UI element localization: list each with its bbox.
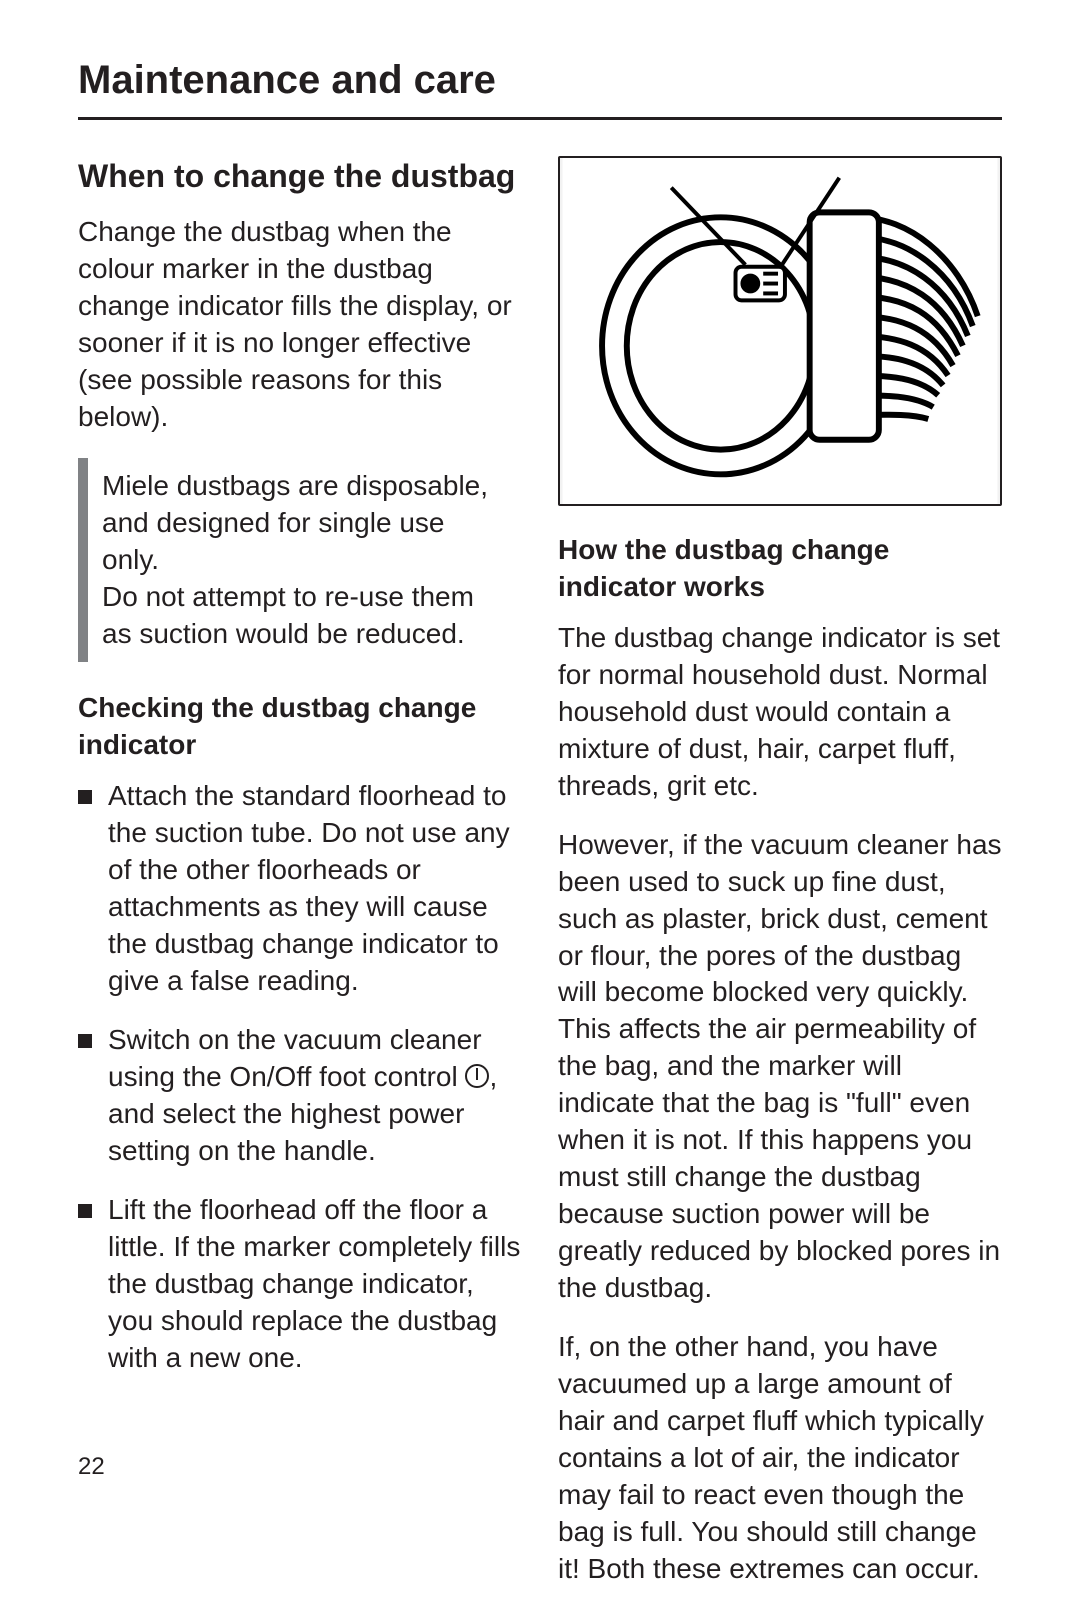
paragraph: The dustbag change indicator is set for … [558, 620, 1002, 805]
section-heading-when-to-change: When to change the dustbag [78, 156, 522, 196]
notice-text: Miele dustbags are disposable, and desig… [102, 468, 508, 653]
header-rule [78, 117, 1002, 120]
subheading-checking-indicator: Checking the dustbag change indicator [78, 690, 522, 764]
power-icon [465, 1064, 489, 1088]
paragraph: However, if the vacuum cleaner has been … [558, 827, 1002, 1307]
page-title: Maintenance and care [78, 58, 1002, 117]
step-item: Attach the standard floorhead to the suc… [78, 778, 522, 1000]
step-item: Lift the floorhead off the floor a littl… [78, 1192, 522, 1377]
steps-list: Attach the standard floorhead to the suc… [78, 778, 522, 1376]
step-text: Attach the standard floorhead to the suc… [108, 780, 510, 996]
notice-box: Miele dustbags are disposable, and desig… [78, 458, 522, 663]
step-item: Switch on the vacuum cleaner using the O… [78, 1022, 522, 1170]
intro-paragraph: Change the dustbag when the colour marke… [78, 214, 522, 436]
subheading-how-indicator-works: How the dustbag change indicator works [558, 532, 1002, 606]
document-page: Maintenance and care When to change the … [0, 0, 1080, 1529]
step-text-part-a: Switch on the vacuum cleaner using the O… [108, 1024, 482, 1092]
two-column-layout: When to change the dustbag Change the du… [78, 156, 1002, 1610]
step-text: Lift the floorhead off the floor a littl… [108, 1194, 520, 1373]
left-column: When to change the dustbag Change the du… [78, 156, 522, 1610]
right-column: How the dustbag change indicator works T… [558, 156, 1002, 1610]
paragraph: If, on the other hand, you have vacuumed… [558, 1329, 1002, 1588]
page-number: 22 [78, 1453, 105, 1481]
dustbag-indicator-figure [558, 156, 1002, 506]
